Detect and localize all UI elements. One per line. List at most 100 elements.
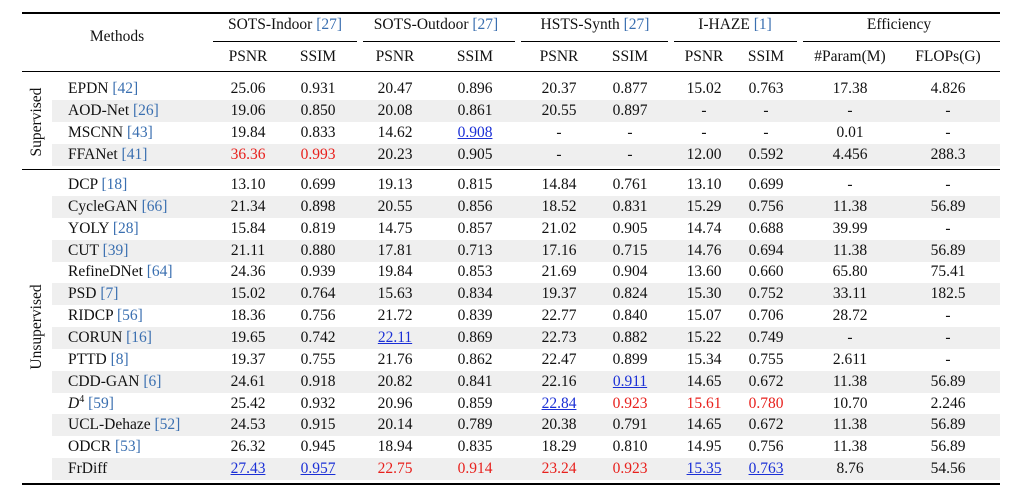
- metric-value: 15.07: [686, 307, 722, 325]
- metric-value: 20.47: [377, 80, 413, 97]
- metric-value: 14.65: [686, 372, 722, 390]
- metric-value: 0.853: [457, 263, 493, 281]
- method-name: RefineDNet [64]: [68, 263, 173, 281]
- method-name: UCL-Dehaze [52]: [68, 416, 181, 434]
- metric-value: 0.856: [457, 197, 493, 215]
- metric-value: 17.16: [541, 241, 577, 259]
- metric-value: 0.861: [457, 101, 493, 119]
- citation: [43]: [127, 123, 153, 141]
- metric-value: 13.60: [686, 263, 722, 281]
- method-name: ODCR [53]: [68, 438, 141, 456]
- metric-value: 2.611: [832, 350, 868, 368]
- metric-value: 65.80: [832, 263, 868, 281]
- citation: [6]: [143, 372, 162, 390]
- metric-value: 24.61: [230, 372, 266, 390]
- metric-value: 0.862: [457, 350, 493, 368]
- metric-value: 4.456: [832, 145, 868, 163]
- metric-header: PSNR: [539, 48, 579, 65]
- metric-value: 15.22: [686, 328, 722, 346]
- row-shading: [52, 458, 1000, 481]
- metric-value: 13.10: [230, 176, 266, 193]
- citation: [52]: [154, 416, 181, 434]
- metric-value: 17.81: [377, 241, 413, 259]
- metric-value: 0.945: [300, 438, 336, 456]
- metric-value: 0.699: [300, 176, 336, 193]
- metric-value: 17.38: [832, 80, 868, 97]
- metric-value: 0.905: [457, 145, 493, 163]
- metric-value: 14.62: [377, 123, 413, 141]
- metric-value: 11.38: [832, 197, 868, 215]
- group-underline: [803, 41, 1000, 42]
- metric-value: 0.839: [457, 307, 493, 325]
- top-rule: [22, 12, 1000, 14]
- group-underline: [213, 41, 357, 42]
- metric-value: 21.69: [541, 263, 577, 281]
- metric-value: -: [701, 101, 707, 119]
- metric-value: 19.84: [230, 123, 266, 141]
- method-name: CDD-GAN [6]: [68, 372, 162, 390]
- metric-value: 0.815: [457, 176, 493, 193]
- metric-value: 14.95: [686, 438, 722, 456]
- metric-value: 0.841: [457, 372, 493, 390]
- metric-value: 15.34: [686, 350, 722, 368]
- dataset-group-header: SOTS-Indoor [27]: [227, 16, 343, 33]
- method-name: DCP [18]: [68, 176, 128, 193]
- metric-value: 20.08: [377, 101, 413, 119]
- section-divider: [22, 169, 1000, 170]
- row-shading: [52, 143, 1000, 166]
- row-shading: [52, 99, 1000, 122]
- metric-value: 12.00: [686, 145, 722, 163]
- citation: [26]: [133, 101, 159, 119]
- metric-value: 21.11: [230, 241, 266, 259]
- metric-value: 0.672: [748, 372, 784, 390]
- metric-value: 11.38: [832, 438, 868, 456]
- citation: [39]: [102, 241, 129, 259]
- metric-header: PSNR: [684, 48, 724, 65]
- metric-value: 0.752: [748, 285, 784, 303]
- metric-value: -: [701, 123, 707, 141]
- metric-value: 0.931: [300, 80, 336, 97]
- metric-value: 0.905: [612, 219, 648, 237]
- metric-value: 0.904: [612, 263, 648, 281]
- metric-value: 0.834: [457, 285, 493, 303]
- metric-value: 0.877: [612, 80, 648, 97]
- metric-value: -: [627, 145, 633, 163]
- metric-value: 0.835: [457, 438, 493, 456]
- metric-value: 2.246: [930, 394, 966, 412]
- section-label: Supervised: [28, 87, 45, 157]
- metric-value: 13.10: [686, 176, 722, 193]
- metric-value: 0.896: [457, 80, 493, 97]
- metric-value: 56.89: [930, 372, 966, 390]
- citation: [56]: [116, 307, 143, 325]
- citation: [41]: [121, 145, 148, 163]
- metric-value: 22.11: [377, 328, 413, 346]
- metric-value: -: [945, 307, 951, 325]
- metric-value: 21.34: [230, 197, 266, 215]
- group-underline: [521, 41, 668, 42]
- metric-value: 15.02: [230, 285, 266, 303]
- metric-value: 0.898: [300, 197, 336, 215]
- metric-value: 15.35: [686, 460, 722, 478]
- metric-value: 0.819: [300, 219, 336, 237]
- metric-header: PSNR: [228, 48, 268, 65]
- metric-value: 15.30: [686, 285, 722, 303]
- row-shading: [52, 326, 1000, 349]
- metric-value: 54.56: [930, 460, 966, 478]
- method-name: FrDiff: [68, 460, 108, 478]
- metric-value: 0.660: [748, 263, 784, 281]
- metric-value: 0.932: [300, 394, 336, 412]
- metric-value: 20.14: [377, 416, 413, 434]
- method-name: CORUN [16]: [68, 328, 152, 346]
- metric-value: 20.82: [377, 372, 413, 390]
- metric-value: 0.850: [300, 101, 336, 119]
- metric-value: -: [763, 123, 769, 141]
- metric-header: SSIM: [611, 48, 649, 65]
- metric-value: 36.36: [230, 145, 266, 163]
- metric-value: 18.52: [541, 197, 577, 215]
- metric-value: 75.41: [930, 263, 966, 281]
- metric-value: 0.939: [300, 263, 336, 281]
- metric-header: SSIM: [747, 48, 785, 65]
- metric-value: 21.02: [541, 219, 577, 237]
- metric-value: 0.01: [836, 123, 864, 141]
- dataset-group-header: SOTS-Outdoor [27]: [373, 16, 499, 33]
